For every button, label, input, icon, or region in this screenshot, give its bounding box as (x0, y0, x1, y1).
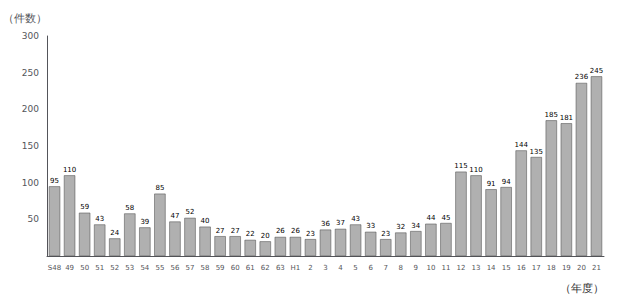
svg-text:22: 22 (246, 230, 255, 238)
svg-text:59: 59 (216, 264, 225, 272)
svg-text:43: 43 (95, 215, 104, 223)
svg-text:250: 250 (22, 68, 39, 78)
svg-text:8: 8 (399, 264, 403, 272)
svg-text:47: 47 (170, 212, 179, 220)
svg-text:S48: S48 (48, 264, 61, 272)
svg-text:181: 181 (560, 114, 573, 122)
svg-text:50: 50 (28, 214, 40, 224)
svg-text:51: 51 (95, 264, 104, 272)
svg-text:110: 110 (469, 166, 482, 174)
svg-text:12: 12 (457, 264, 466, 272)
svg-text:52: 52 (110, 264, 119, 272)
svg-text:33: 33 (366, 222, 375, 230)
svg-text:20: 20 (261, 232, 270, 240)
svg-text:52: 52 (186, 208, 195, 216)
svg-text:57: 57 (186, 264, 195, 272)
svg-text:32: 32 (396, 223, 405, 231)
svg-text:18: 18 (547, 264, 556, 272)
svg-text:245: 245 (590, 67, 603, 75)
svg-text:21: 21 (592, 264, 601, 272)
svg-text:27: 27 (216, 227, 225, 235)
svg-text:27: 27 (231, 227, 240, 235)
svg-text:（件数）: （件数） (3, 12, 47, 25)
svg-text:110: 110 (63, 166, 76, 174)
svg-text:95: 95 (50, 177, 59, 185)
svg-text:39: 39 (140, 218, 149, 226)
svg-text:19: 19 (562, 264, 571, 272)
svg-text:17: 17 (532, 264, 541, 272)
svg-text:16: 16 (517, 264, 526, 272)
svg-text:50: 50 (80, 264, 89, 272)
svg-text:3: 3 (323, 264, 327, 272)
svg-text:43: 43 (351, 215, 360, 223)
svg-text:61: 61 (246, 264, 255, 272)
svg-text:5: 5 (353, 264, 357, 272)
svg-text:58: 58 (125, 204, 134, 212)
svg-text:23: 23 (306, 230, 315, 238)
svg-text:23: 23 (381, 230, 390, 238)
svg-text:10: 10 (426, 264, 435, 272)
svg-text:91: 91 (487, 180, 496, 188)
svg-text:26: 26 (291, 227, 300, 235)
svg-text:144: 144 (515, 141, 529, 149)
svg-text:60: 60 (231, 264, 240, 272)
svg-text:2: 2 (308, 264, 312, 272)
svg-text:34: 34 (411, 222, 420, 230)
svg-text:（年度）: （年度） (560, 282, 604, 295)
svg-text:85: 85 (155, 184, 164, 192)
svg-text:56: 56 (170, 264, 179, 272)
svg-text:7: 7 (383, 264, 387, 272)
svg-text:62: 62 (261, 264, 270, 272)
svg-text:26: 26 (276, 227, 285, 235)
svg-text:20: 20 (577, 264, 586, 272)
svg-text:24: 24 (110, 229, 119, 237)
svg-text:55: 55 (155, 264, 164, 272)
svg-text:63: 63 (276, 264, 285, 272)
svg-text:135: 135 (530, 148, 543, 156)
svg-text:185: 185 (545, 111, 558, 119)
svg-text:6: 6 (368, 264, 373, 272)
svg-text:H1: H1 (291, 264, 301, 272)
svg-text:9: 9 (414, 264, 418, 272)
svg-text:200: 200 (22, 104, 39, 114)
svg-text:45: 45 (441, 214, 450, 222)
svg-text:53: 53 (125, 264, 134, 272)
svg-text:36: 36 (321, 220, 330, 228)
svg-text:11: 11 (441, 264, 450, 272)
svg-text:13: 13 (472, 264, 481, 272)
svg-text:54: 54 (140, 264, 149, 272)
svg-text:15: 15 (502, 264, 511, 272)
svg-text:37: 37 (336, 219, 345, 227)
svg-text:115: 115 (454, 162, 467, 170)
svg-text:49: 49 (65, 264, 74, 272)
svg-text:40: 40 (201, 217, 210, 225)
svg-text:44: 44 (426, 214, 435, 222)
svg-text:59: 59 (80, 203, 89, 211)
svg-text:236: 236 (575, 73, 589, 81)
svg-text:58: 58 (201, 264, 210, 272)
svg-text:14: 14 (487, 264, 496, 272)
svg-text:300: 300 (22, 31, 39, 41)
svg-text:4: 4 (338, 264, 343, 272)
svg-text:150: 150 (22, 141, 39, 151)
svg-text:94: 94 (502, 178, 511, 186)
svg-text:100: 100 (22, 178, 39, 188)
